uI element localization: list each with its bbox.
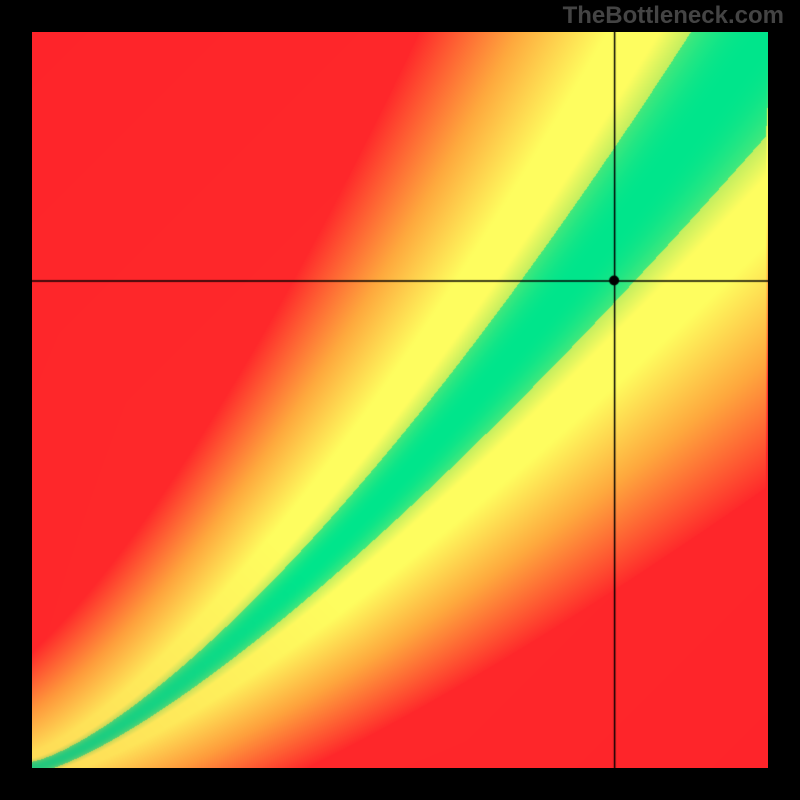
plot-area — [32, 32, 768, 768]
chart-container: TheBottleneck.com — [0, 0, 800, 800]
heatmap-canvas — [32, 32, 768, 768]
watermark-text: TheBottleneck.com — [563, 2, 784, 30]
